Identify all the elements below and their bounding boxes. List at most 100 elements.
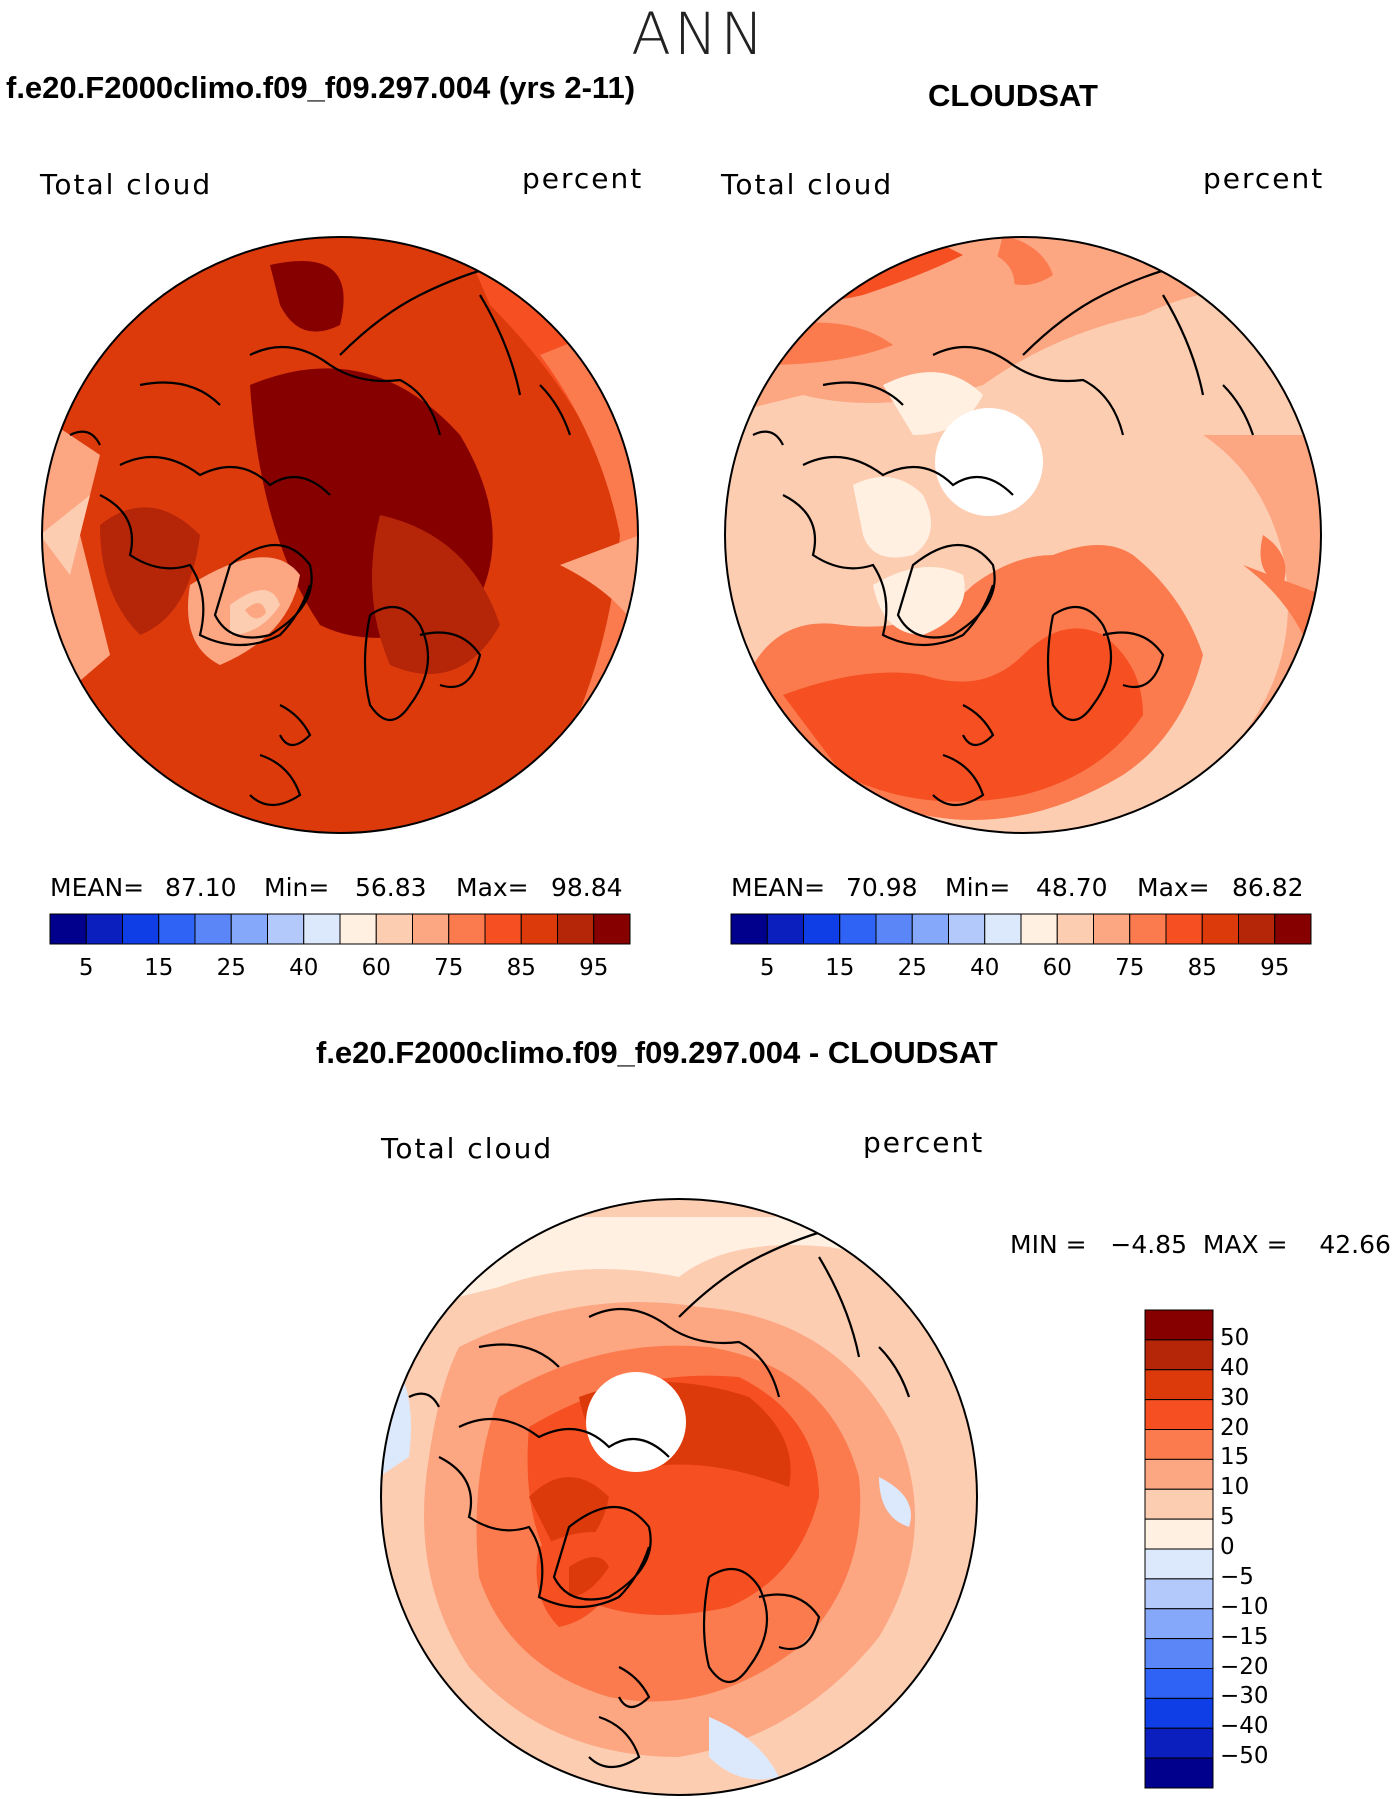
colorbar-swatch [1144, 1638, 1214, 1669]
colorbar-tick-label: 15 [144, 955, 174, 981]
colorbar-tick-label: 20 [1220, 1414, 1250, 1441]
colorbar-swatch [1020, 913, 1058, 945]
model-max-label: Max= [456, 873, 529, 902]
colorbar-tick-label: 95 [579, 955, 609, 981]
colorbar-swatch [194, 913, 232, 945]
colorbar-swatch [1238, 913, 1276, 945]
obs-max-label: Max= [1137, 873, 1210, 902]
colorbar-tick-label: 30 [1220, 1384, 1250, 1411]
colorbar-tick-label: 60 [1042, 955, 1072, 981]
obs-field-label: Total cloud [721, 168, 894, 201]
colorbar-swatch [1201, 913, 1239, 945]
colorbar-swatch [1144, 1309, 1214, 1341]
colorbar-swatch [448, 913, 486, 945]
model-min-label: Min= [264, 873, 330, 902]
obs-min-label: Min= [945, 873, 1011, 902]
model-mean-value: 87.10 [165, 873, 237, 902]
diff-polar-map [380, 1198, 978, 1796]
colorbar-swatch [49, 913, 87, 945]
colorbar-tick-label: 85 [1187, 955, 1217, 981]
colorbar-tick-label: 40 [1220, 1354, 1250, 1381]
obs-max-value: 86.82 [1232, 873, 1304, 902]
colorbar-swatch [484, 913, 522, 945]
colorbar-tick-label: −10 [1220, 1593, 1269, 1620]
colorbar-tick-label: 75 [1115, 955, 1145, 981]
colorbar-tick-label: 5 [759, 955, 775, 981]
colorbar-swatch [520, 913, 558, 945]
season-title: ANN [631, 0, 767, 68]
colorbar-tick-label: −15 [1220, 1623, 1269, 1650]
colorbar-swatch [1144, 1399, 1214, 1430]
colorbar-swatch [1144, 1668, 1214, 1699]
obs-mean-value: 70.98 [846, 873, 918, 902]
colorbar-tick-label: −50 [1220, 1743, 1269, 1770]
colorbar-swatch [1274, 913, 1312, 945]
colorbar-swatch [1144, 1458, 1214, 1490]
colorbar-tick-label: 10 [1220, 1474, 1250, 1501]
obs-units-label: percent [1203, 162, 1325, 195]
colorbar-swatch [1144, 1697, 1214, 1729]
colorbar-swatch [803, 913, 841, 945]
diff-colorbar [1144, 1309, 1214, 1789]
colorbar-swatch [1144, 1369, 1214, 1401]
colorbar-swatch [1165, 913, 1203, 945]
colorbar-tick-label: −20 [1220, 1653, 1269, 1680]
colorbar-swatch [1144, 1488, 1214, 1520]
colorbar-tick-label: −5 [1220, 1563, 1254, 1590]
colorbar-tick-label: 95 [1260, 955, 1290, 981]
colorbar-swatch [1144, 1757, 1214, 1789]
colorbar-swatch [557, 913, 595, 945]
colorbar-swatch [230, 913, 268, 945]
colorbar-swatch [303, 913, 341, 945]
colorbar-tick-label: 25 [897, 955, 927, 981]
colorbar-swatch [875, 913, 913, 945]
obs-colorbar [730, 913, 1312, 945]
colorbar-swatch [375, 913, 413, 945]
colorbar-swatch [339, 913, 377, 945]
colorbar-swatch [1144, 1727, 1214, 1759]
colorbar-tick-label: 15 [1220, 1444, 1250, 1471]
colorbar-swatch [984, 913, 1022, 945]
colorbar-swatch [412, 913, 450, 945]
model-max-value: 98.84 [551, 873, 623, 902]
colorbar-swatch [730, 913, 768, 945]
colorbar-tick-label: 5 [1220, 1504, 1235, 1531]
colorbar-swatch [267, 913, 305, 945]
colorbar-swatch [593, 913, 631, 945]
obs-polar-map [724, 236, 1322, 834]
colorbar-swatch [1129, 913, 1167, 945]
colorbar-swatch [1144, 1578, 1214, 1610]
colorbar-swatch [1056, 913, 1094, 945]
colorbar-swatch [1144, 1429, 1214, 1460]
diff-units-label: percent [863, 1126, 985, 1159]
model-mean-label: MEAN= [50, 873, 145, 902]
colorbar-tick-label: 40 [289, 955, 319, 981]
colorbar-tick-label: 85 [506, 955, 536, 981]
colorbar-tick-label: −30 [1220, 1683, 1269, 1710]
colorbar-swatch [158, 913, 196, 945]
colorbar-swatch [1144, 1339, 1214, 1371]
colorbar-swatch [1093, 913, 1131, 945]
obs-min-value: 48.70 [1036, 873, 1108, 902]
colorbar-swatch [1144, 1608, 1214, 1640]
obs-panel-title: CLOUDSAT [928, 78, 1098, 113]
colorbar-tick-label: 0 [1220, 1534, 1235, 1560]
colorbar-swatch [1144, 1518, 1214, 1550]
colorbar-tick-label: 5 [78, 955, 94, 981]
diff-panel-title: f.e20.F2000climo.f09_f09.297.004 - CLOUD… [316, 1035, 998, 1070]
colorbar-tick-label: 50 [1220, 1324, 1250, 1351]
model-units-label: percent [522, 162, 644, 195]
model-min-value: 56.83 [355, 873, 427, 902]
colorbar-swatch [1144, 1548, 1214, 1580]
colorbar-tick-label: 60 [361, 955, 391, 981]
model-field-label: Total cloud [40, 168, 213, 201]
colorbar-tick-label: 75 [434, 955, 464, 981]
colorbar-tick-label: 15 [825, 955, 855, 981]
colorbar-swatch [85, 913, 123, 945]
model-polar-map [41, 236, 639, 834]
colorbar-swatch [911, 913, 949, 945]
colorbar-swatch [122, 913, 160, 945]
model-panel-title: f.e20.F2000climo.f09_f09.297.004 (yrs 2-… [6, 70, 636, 105]
diff-min-max-text: MIN = −4.85 MAX = 42.66 [1010, 1230, 1391, 1259]
colorbar-tick-label: 25 [216, 955, 246, 981]
